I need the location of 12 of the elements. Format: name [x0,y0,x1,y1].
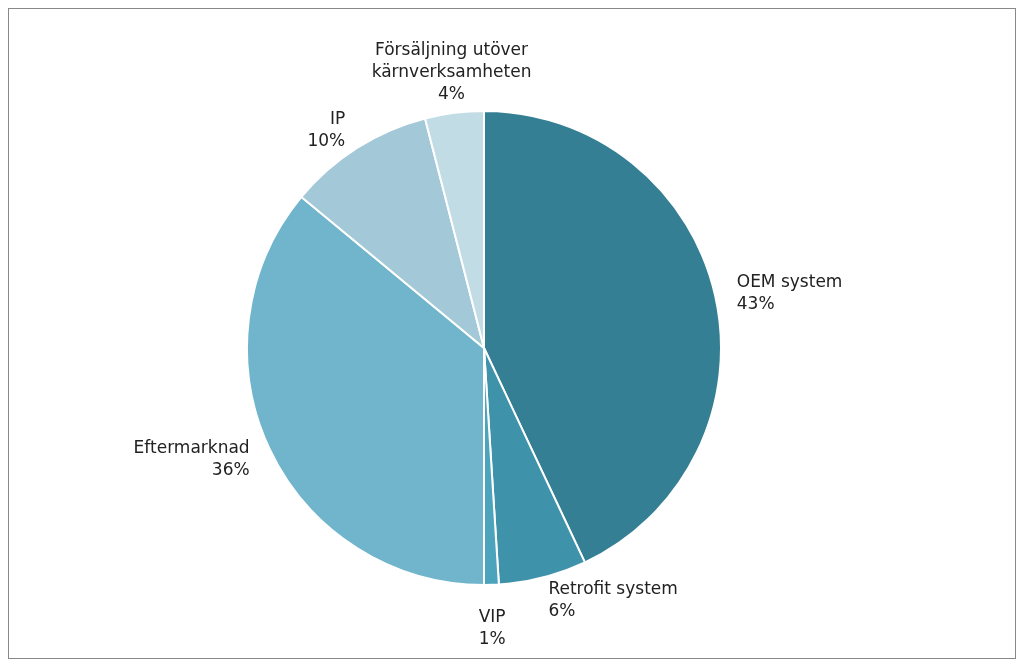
data-label: 6% [548,599,576,620]
data-label: 43% [736,292,775,313]
slice-label: OEM system [736,270,843,291]
data-label: 10% [307,130,346,151]
slice-label: Retrofit system [548,577,678,598]
data-label: 36% [211,459,250,480]
slice-label: Försäljning utöver kärnverksamheten [371,39,532,82]
data-label: 4% [438,83,466,104]
slice-label: Eftermarknad [133,437,250,458]
slice-label: IP [329,108,346,129]
slice-label: VIP [478,605,506,626]
data-label: 1% [478,627,506,648]
